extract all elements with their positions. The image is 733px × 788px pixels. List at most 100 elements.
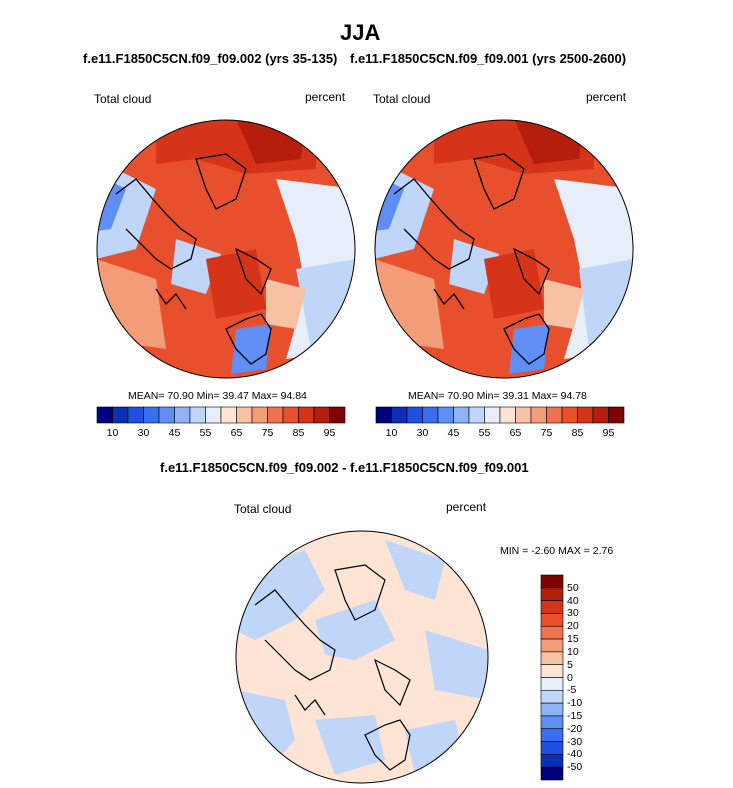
colorbar-tick-label: -50 <box>567 761 583 774</box>
colorbar-swatch <box>313 406 330 424</box>
colorbar-swatch <box>540 651 564 665</box>
colorbar-tick-label: 65 <box>509 427 522 439</box>
colorbar-swatch <box>174 406 191 424</box>
right-units-label: percent <box>586 90 627 104</box>
left-colorbar-ticks: 10 30 45 55 65 75 85 95 <box>97 427 345 441</box>
right-colorbar-ticks: 10 30 45 55 65 75 85 95 <box>376 427 624 441</box>
map-border <box>235 530 489 784</box>
low-cloud-region <box>171 239 221 294</box>
negative-diff-region <box>405 720 465 775</box>
colorbar-swatch <box>540 625 564 640</box>
colorbar-tick-label: 85 <box>292 427 305 439</box>
colorbar-tick-label: 0 <box>567 671 573 684</box>
colorbar-tick-label: 50 <box>567 581 579 594</box>
colorbar-swatch <box>236 406 253 424</box>
left-variable-label: Total cloud <box>94 92 152 106</box>
colorbar-tick-label: 95 <box>602 427 615 439</box>
colorbar-swatch <box>298 406 315 424</box>
colorbar-tick-label: -15 <box>567 709 583 722</box>
mid-cloud-region <box>266 279 306 329</box>
colorbar-swatch <box>267 406 284 424</box>
colorbar-tick-label: 30 <box>137 427 150 439</box>
colorbar-swatch <box>592 406 609 424</box>
colorbar-swatch <box>422 406 439 424</box>
diff-polar-map <box>235 530 489 784</box>
high-cloud-region <box>206 249 266 319</box>
left-polar-map <box>96 119 356 379</box>
negative-diff-region <box>315 715 385 775</box>
colorbar-tick-label: 45 <box>168 427 181 439</box>
colorbar-swatch <box>189 406 206 424</box>
left-units-label: percent <box>305 90 346 104</box>
colorbar-tick-label: 75 <box>540 427 553 439</box>
colorbar-swatch <box>437 406 454 424</box>
colorbar-swatch <box>220 406 237 424</box>
colorbar-tick-label: 10 <box>567 645 579 658</box>
colorbar-tick-label: -20 <box>567 722 583 735</box>
colorbar-swatch <box>540 677 564 691</box>
diff-stats: MIN = -2.60 MAX = 2.76 <box>500 545 614 557</box>
colorbar-swatch <box>540 741 564 755</box>
diff-variable-label: Total cloud <box>234 502 292 516</box>
map-border <box>374 119 634 379</box>
negative-diff-region <box>315 600 395 660</box>
colorbar-tick-label: 40 <box>567 594 579 607</box>
colorbar-swatch <box>540 690 564 704</box>
colorbar-swatch <box>112 406 129 424</box>
colorbar-swatch <box>540 600 564 614</box>
colorbar-tick-label: 10 <box>385 427 398 439</box>
colorbar-swatch <box>540 664 564 678</box>
right-colorbar <box>375 406 625 424</box>
colorbar-tick-label: -40 <box>567 748 583 761</box>
colorbar-swatch <box>577 406 594 424</box>
colorbar-swatch <box>251 406 268 424</box>
colorbar-tick-label: 5 <box>567 658 573 671</box>
colorbar-swatch <box>282 406 299 424</box>
colorbar-swatch <box>540 613 564 627</box>
diff-colorbar <box>540 574 564 781</box>
colorbar-swatch <box>499 406 516 424</box>
diff-panel-subtitle: f.e11.F1850C5CN.f09_f09.002 - f.e11.F185… <box>160 460 529 475</box>
colorbar-tick-label: 20 <box>567 620 579 633</box>
figure-title: JJA <box>340 20 381 45</box>
colorbar-swatch <box>375 406 392 424</box>
colorbar-swatch <box>515 406 532 424</box>
right-variable-label: Total cloud <box>373 92 431 106</box>
left-colorbar <box>96 406 346 424</box>
colorbar-swatch <box>468 406 485 424</box>
low-cloud-region <box>449 239 499 294</box>
colorbar-swatch <box>540 702 564 717</box>
colorbar-tick-label: -5 <box>567 684 577 697</box>
colorbar-tick-label: 55 <box>478 427 491 439</box>
low-cloud-region <box>509 324 549 374</box>
left-stats: MEAN= 70.90 Min= 39.47 Max= 94.84 <box>128 390 307 402</box>
right-stats: MEAN= 70.90 Min= 39.31 Max= 94.78 <box>408 390 587 402</box>
colorbar-swatch <box>205 406 222 424</box>
coastlines <box>393 153 550 365</box>
left-panel-subtitle: f.e11.F1850C5CN.f09_f09.002 (yrs 35-135) <box>83 51 338 66</box>
colorbar-swatch <box>143 406 160 424</box>
colorbar-tick-label: 30 <box>416 427 429 439</box>
diff-units-label: percent <box>446 500 487 514</box>
colorbar-swatch <box>453 406 470 424</box>
negative-diff-region <box>385 540 445 600</box>
colorbar-swatch <box>540 728 564 742</box>
colorbar-tick-label: 45 <box>447 427 460 439</box>
colorbar-swatch <box>540 766 564 781</box>
right-polar-map <box>374 119 634 379</box>
coastlines <box>254 564 411 771</box>
right-panel-subtitle: f.e11.F1850C5CN.f09_f09.001 (yrs 2500-26… <box>350 51 627 66</box>
colorbar-swatch <box>484 406 501 424</box>
negative-diff-region <box>425 630 488 700</box>
colorbar-tick-label: 15 <box>567 633 579 646</box>
colorbar-tick-label: 30 <box>567 607 579 620</box>
colorbar-swatch <box>546 406 563 424</box>
colorbar-swatch <box>530 406 547 424</box>
colorbar-swatch <box>391 406 408 424</box>
coastlines <box>115 153 272 365</box>
low-cloud-region <box>231 324 271 374</box>
colorbar-swatch <box>540 574 564 589</box>
colorbar-swatch <box>127 406 144 424</box>
diff-colorbar-ticks: 50 40 30 20 15 10 5 0 -5 -10 -15 -20 -30 -40 -50 <box>567 575 607 780</box>
colorbar-tick-label: -30 <box>567 735 583 748</box>
